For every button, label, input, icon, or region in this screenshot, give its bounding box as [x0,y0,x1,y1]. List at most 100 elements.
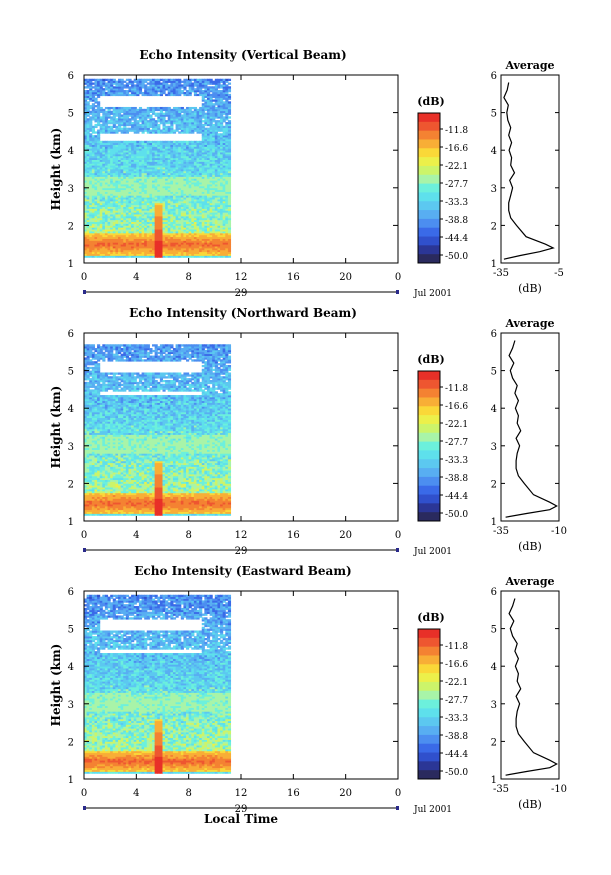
heatmap-cell [84,221,88,224]
heatmap-cell [94,120,98,123]
heatmap-cell [115,255,119,258]
heatmap-cell [104,165,109,168]
heatmap-cell [110,153,114,157]
heatmap-cell [94,97,98,100]
heatmap-cell [89,152,93,155]
heatmap-cell [89,78,93,82]
heatmap-cell [97,199,101,202]
heatmap-cell [102,129,106,132]
heatmap-cell [91,157,95,160]
heatmap-cell [94,244,98,247]
heatmap-cell [115,80,119,83]
heatmap-cell [91,214,95,217]
heatmap-cell [84,182,88,185]
heatmap-cell [104,217,109,221]
heatmap-cell [133,90,137,93]
heatmap-cell [94,238,98,241]
heatmap-cell [112,93,116,97]
heatmap-cell [99,195,103,198]
avg-y-tick-label: 3 [491,184,497,195]
heatmap-cell [136,249,140,253]
heatmap-cell [104,227,109,230]
heatmap-cell [99,240,103,243]
heatmap-cell [91,216,95,219]
heatmap-cell [136,231,140,234]
heatmap-cell [94,146,98,149]
heatmap-cell [118,157,122,160]
heatmap-cell [104,120,109,123]
heatmap-cell [91,251,95,254]
heatmap-cell [97,216,101,219]
heatmap-cell [89,170,93,174]
heatmap-cell [131,170,135,174]
heatmap-cell [102,88,106,91]
heatmap-cell [118,108,122,112]
heatmap-cell [131,82,135,85]
heatmap-cell [91,247,95,251]
heatmap-cell [97,91,101,95]
heatmap-cell [104,118,109,121]
heatmap-cell [91,155,95,159]
heatmap-cell [94,206,98,209]
heatmap-cell [102,193,106,196]
heatmap-cell [91,212,95,215]
heatmap-cell [128,178,132,181]
heatmap-cell [123,193,127,196]
heatmap-cell [118,187,122,191]
heatmap-cell [128,208,132,211]
heatmap-cell [131,169,135,172]
heatmap-cell [112,142,116,145]
heatmap-cell [131,214,135,217]
heatmap-cell [97,234,101,238]
heatmap-cell [125,172,129,176]
heatmap-cell [94,200,98,204]
heatmap-cell [94,193,98,196]
heatmap-cell [112,242,116,245]
heatmap-cell [91,93,95,97]
heatmap-cell [118,172,122,176]
heatmap-cell [120,169,124,172]
heatmap-cell [99,204,103,207]
heatmap-cell [120,157,124,160]
heatmap-cell [128,214,132,217]
heatmap-cell [97,182,101,185]
heatmap-cell [133,127,137,130]
heatmap-cell [102,187,106,191]
heatmap-cell [86,212,90,215]
heatmap-cell [94,232,98,236]
heatmap-cell [91,197,95,200]
heatmap-cell [112,150,116,153]
heatmap-cell [120,231,124,234]
heatmap-cell [102,150,106,153]
heatmap-cell [89,142,93,145]
heatmap-cell [115,204,119,207]
heatmap-cell [110,91,114,95]
heatmap-cell [112,199,116,202]
heatmap-cell [118,122,122,125]
heatmap-cell [110,206,114,209]
heatmap-cell [112,221,116,224]
heatmap-cell [120,240,124,243]
heatmap-cell [84,191,88,194]
heatmap-cell [84,144,88,147]
heatmap-cell [131,93,135,97]
heatmap-cell [104,123,109,127]
heatmap-cell [227,82,232,85]
heatmap-cell [91,180,95,183]
heatmap-cell [102,144,106,147]
heatmap-cell [128,106,132,110]
heatmap-cell [125,170,129,174]
heatmap-cell [110,182,114,185]
heatmap-cell [107,82,111,85]
heatmap-cell [123,217,127,221]
heatmap-cell [104,219,109,223]
heatmap-cell [89,232,93,236]
heatmap-cell [110,197,114,200]
heatmap-cell [131,152,135,155]
heatmap-cell [107,131,111,134]
heatmap-cell [128,184,132,187]
heatmap-cell [123,157,127,160]
heatmap-cell [89,148,93,151]
heatmap-cell [128,120,132,123]
heatmap-cell [99,142,103,145]
